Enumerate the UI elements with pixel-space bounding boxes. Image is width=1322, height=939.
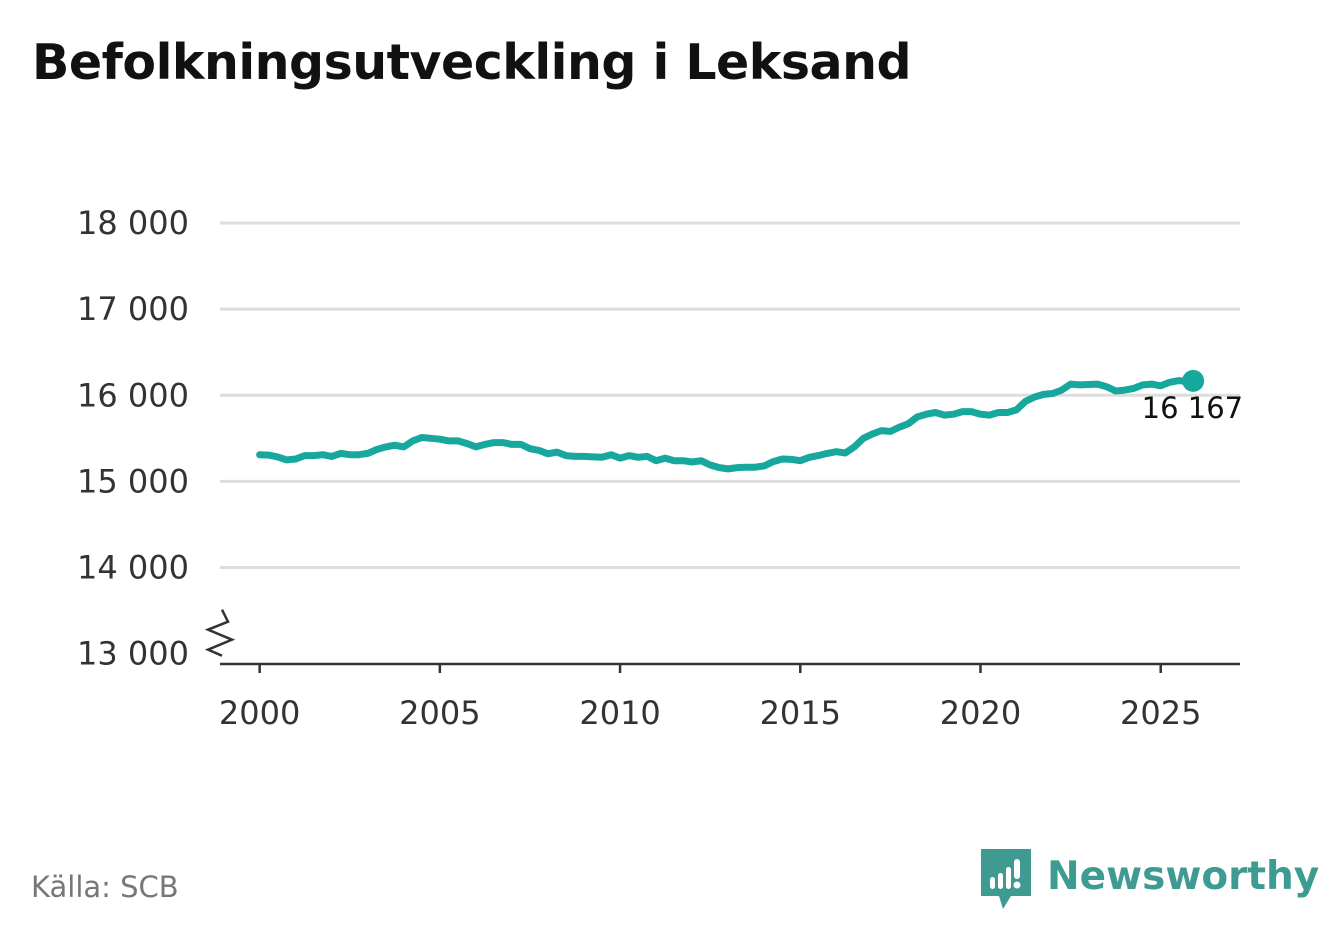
y-tick-label-13000: 13 000 [77, 635, 189, 673]
x-tick-label-2015: 2015 [760, 694, 841, 732]
source-note: Källa: SCB [31, 870, 179, 904]
y-axis-break-marker [204, 609, 236, 657]
y-tick-label-18000: 18 000 [77, 204, 189, 242]
series-layer [256, 369, 1205, 473]
newsworthy-logo-icon [981, 849, 1031, 909]
last-value-label: 16 167 [1142, 391, 1243, 425]
y-tick-label-15000: 15 000 [77, 462, 189, 500]
x-tick-label-2025: 2025 [1120, 694, 1201, 732]
series-line-0 [256, 377, 1197, 473]
chart-title: Befolkningsutveckling i Leksand [32, 34, 912, 91]
y-tick-label-16000: 16 000 [77, 376, 189, 414]
last-point-marker [1182, 369, 1205, 392]
y-tick-label-14000: 14 000 [77, 549, 189, 587]
x-tick-label-2005: 2005 [399, 694, 480, 732]
brand-logo[interactable]: Newsworthy [981, 848, 1319, 910]
gridlines [220, 221, 1240, 570]
label-layer: 16 167 [1142, 391, 1243, 425]
x-tick-label-2000: 2000 [219, 694, 300, 732]
x-tick-label-2020: 2020 [940, 694, 1021, 732]
y-tick-label-17000: 17 000 [77, 290, 189, 328]
y-axis-ticks: 13 000 14 000 15 000 16 000 17 000 18 000 [77, 204, 236, 673]
brand-name: Newsworthy [1047, 853, 1320, 899]
x-tick-label-2010: 2010 [579, 694, 660, 732]
x-axis: 2000 2005 2010 2015 2020 2025 [219, 662, 1240, 732]
